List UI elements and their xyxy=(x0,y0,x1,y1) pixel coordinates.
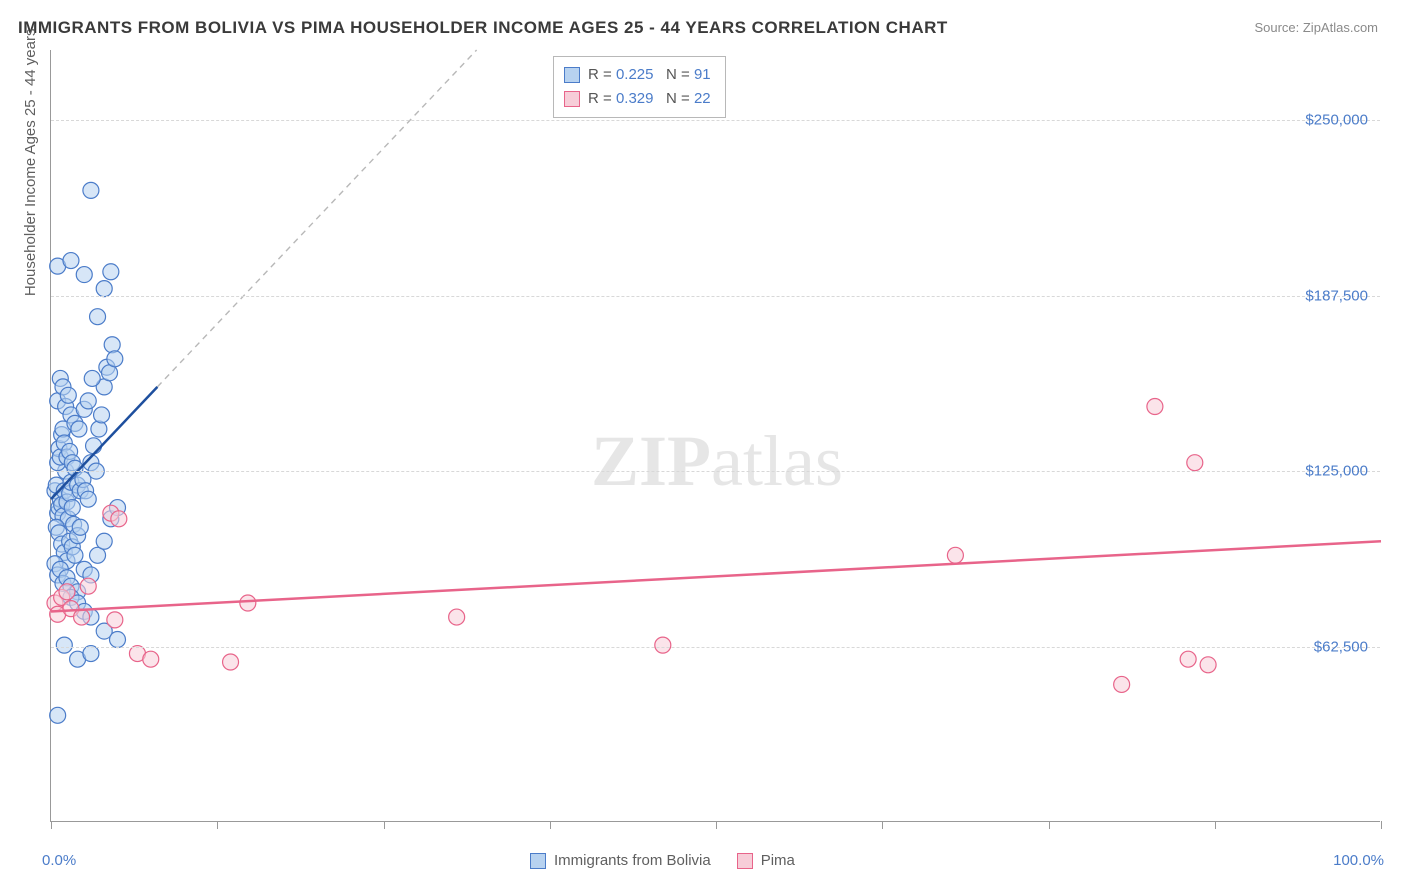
x-tick xyxy=(217,821,218,829)
watermark-zip: ZIP xyxy=(591,421,711,501)
point-bolivia xyxy=(71,421,87,437)
bottom-legend-item-bolivia: Immigrants from Bolivia xyxy=(530,852,711,869)
point-bolivia xyxy=(72,519,88,535)
point-bolivia xyxy=(84,370,100,386)
point-bolivia xyxy=(94,407,110,423)
point-bolivia xyxy=(67,547,83,563)
point-bolivia xyxy=(64,500,80,516)
point-pima xyxy=(59,584,75,600)
point-pima xyxy=(107,612,123,628)
point-pima xyxy=(1114,676,1130,692)
point-pima xyxy=(74,609,90,625)
point-bolivia xyxy=(104,337,120,353)
bottom-legend-item-pima: Pima xyxy=(737,852,795,869)
y-tick-label: $62,500 xyxy=(1314,638,1368,655)
source-attribution: Source: ZipAtlas.com xyxy=(1254,20,1378,35)
x-tick xyxy=(1381,821,1382,829)
legend-row-bolivia: R = 0.225 N = 91 xyxy=(564,63,711,87)
point-pima xyxy=(223,654,239,670)
point-bolivia xyxy=(86,438,102,454)
x-tick xyxy=(51,821,52,829)
point-bolivia xyxy=(83,646,99,662)
watermark-atlas: atlas xyxy=(711,421,843,501)
bottom-legend-label-pima: Pima xyxy=(761,852,795,869)
correlation-legend: R = 0.225 N = 91R = 0.329 N = 22 xyxy=(553,56,726,118)
point-pima xyxy=(947,547,963,563)
chart-container: IMMIGRANTS FROM BOLIVIA VS PIMA HOUSEHOL… xyxy=(0,0,1406,892)
point-bolivia xyxy=(83,182,99,198)
point-bolivia xyxy=(80,491,96,507)
y-tick-label: $125,000 xyxy=(1305,463,1368,480)
point-bolivia xyxy=(96,281,112,297)
legend-row-pima: R = 0.329 N = 22 xyxy=(564,87,711,111)
point-bolivia xyxy=(56,637,72,653)
point-pima xyxy=(1147,399,1163,415)
point-bolivia xyxy=(63,253,79,269)
fit-line-pima xyxy=(51,541,1381,611)
x-tick xyxy=(716,821,717,829)
point-pima xyxy=(655,637,671,653)
point-bolivia xyxy=(96,533,112,549)
point-pima xyxy=(143,651,159,667)
point-bolivia xyxy=(90,309,106,325)
point-pima xyxy=(449,609,465,625)
x-tick xyxy=(550,821,551,829)
point-pima xyxy=(1200,657,1216,673)
point-bolivia xyxy=(107,351,123,367)
series-legend: Immigrants from Bolivia Pima xyxy=(530,852,795,869)
bottom-legend-swatch-pima xyxy=(737,853,753,869)
y-axis-label: Householder Income Ages 25 - 44 years xyxy=(22,29,39,297)
x-tick xyxy=(882,821,883,829)
plot-svg xyxy=(51,50,351,200)
point-bolivia xyxy=(50,707,66,723)
point-pima xyxy=(1180,651,1196,667)
y-tick-label: $250,000 xyxy=(1305,112,1368,129)
y-tick-label: $187,500 xyxy=(1305,287,1368,304)
legend-stats-pima: R = 0.329 N = 22 xyxy=(588,87,711,111)
x-tick xyxy=(384,821,385,829)
point-pima xyxy=(1187,455,1203,471)
bottom-legend-label-bolivia: Immigrants from Bolivia xyxy=(554,852,711,869)
point-bolivia xyxy=(91,421,107,437)
legend-swatch-pima xyxy=(564,91,580,107)
gridline xyxy=(51,120,1380,121)
x-axis-max-label: 100.0% xyxy=(1333,852,1384,869)
gridline xyxy=(51,647,1380,648)
fit-extension-bolivia xyxy=(157,50,476,387)
legend-stats-bolivia: R = 0.225 N = 91 xyxy=(588,63,711,87)
point-bolivia xyxy=(60,387,76,403)
point-pima xyxy=(80,578,96,594)
watermark: ZIPatlas xyxy=(591,420,843,503)
point-pima xyxy=(240,595,256,611)
point-bolivia xyxy=(76,267,92,283)
point-bolivia xyxy=(103,264,119,280)
gridline xyxy=(51,471,1380,472)
point-bolivia xyxy=(80,393,96,409)
chart-title: IMMIGRANTS FROM BOLIVIA VS PIMA HOUSEHOL… xyxy=(18,18,948,38)
x-tick xyxy=(1215,821,1216,829)
x-tick xyxy=(1049,821,1050,829)
point-pima xyxy=(111,511,127,527)
bottom-legend-swatch-bolivia xyxy=(530,853,546,869)
x-axis-min-label: 0.0% xyxy=(42,852,76,869)
point-bolivia xyxy=(110,632,126,648)
gridline xyxy=(51,296,1380,297)
legend-swatch-bolivia xyxy=(564,67,580,83)
plot-area: ZIPatlas R = 0.225 N = 91R = 0.329 N = 2… xyxy=(50,50,1380,822)
